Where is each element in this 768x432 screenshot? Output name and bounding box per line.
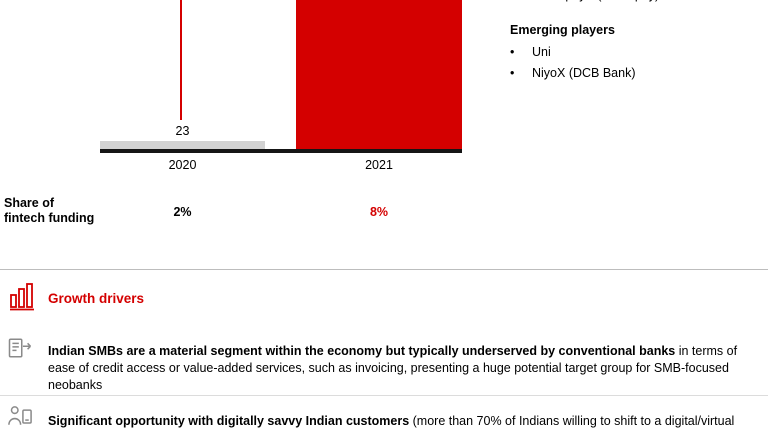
bullet-glyph: • — [510, 45, 515, 59]
driver-2-bold-text: Significant opportunity with digitally s… — [48, 413, 410, 428]
x-tick-2021: 2021 — [365, 158, 393, 172]
bullet-glyph: • — [510, 0, 532, 3]
player-name-clipped: RazorpayX (Razorpay) — [532, 0, 659, 3]
section-divider — [0, 269, 768, 270]
growth-drivers-title: Growth drivers — [48, 291, 145, 306]
emerging-players-list: • Uni • NiyoX (DCB Bank) — [510, 45, 636, 87]
player-name: Uni — [532, 45, 551, 59]
customer-person-icon — [6, 402, 34, 432]
list-item: • NiyoX (DCB Bank) — [510, 66, 636, 81]
driver-1-bold-text: Indian SMBs are a material segment withi… — [48, 343, 676, 358]
x-tick-2020: 2020 — [168, 158, 197, 172]
row-divider — [0, 395, 768, 396]
bar-2021 — [296, 0, 462, 150]
chart-annotation-line — [180, 0, 182, 120]
list-item-clipped: • RazorpayX (Razorpay) — [510, 0, 659, 3]
share-value-2021: 8% — [369, 205, 389, 219]
bar-2020 — [100, 141, 265, 150]
share-of-fintech-funding-label: Share of fintech funding — [4, 196, 94, 226]
share-label-line2: fintech funding — [4, 211, 95, 225]
growth-driver-1: Indian SMBs are a material segment withi… — [48, 343, 760, 394]
driver-2-regular-text: (more than 70% of Indians willing to shi… — [48, 413, 735, 432]
bar-value-label-2020: 23 — [175, 124, 190, 138]
list-item: • Uni — [510, 45, 636, 60]
growth-chart-icon — [8, 281, 36, 316]
share-value-2020: 2% — [173, 205, 192, 219]
player-name: NiyoX (DCB Bank) — [532, 66, 636, 80]
growth-driver-2: Significant opportunity with digitally s… — [48, 413, 760, 432]
invoice-document-icon — [6, 334, 34, 367]
driver-1-regular-text: in terms of ease of credit access or val… — [48, 343, 738, 392]
share-label-line1: Share of — [4, 196, 55, 210]
chart-x-axis — [100, 149, 462, 153]
bullet-glyph: • — [510, 66, 515, 80]
emerging-players-heading: Emerging players — [510, 23, 615, 37]
